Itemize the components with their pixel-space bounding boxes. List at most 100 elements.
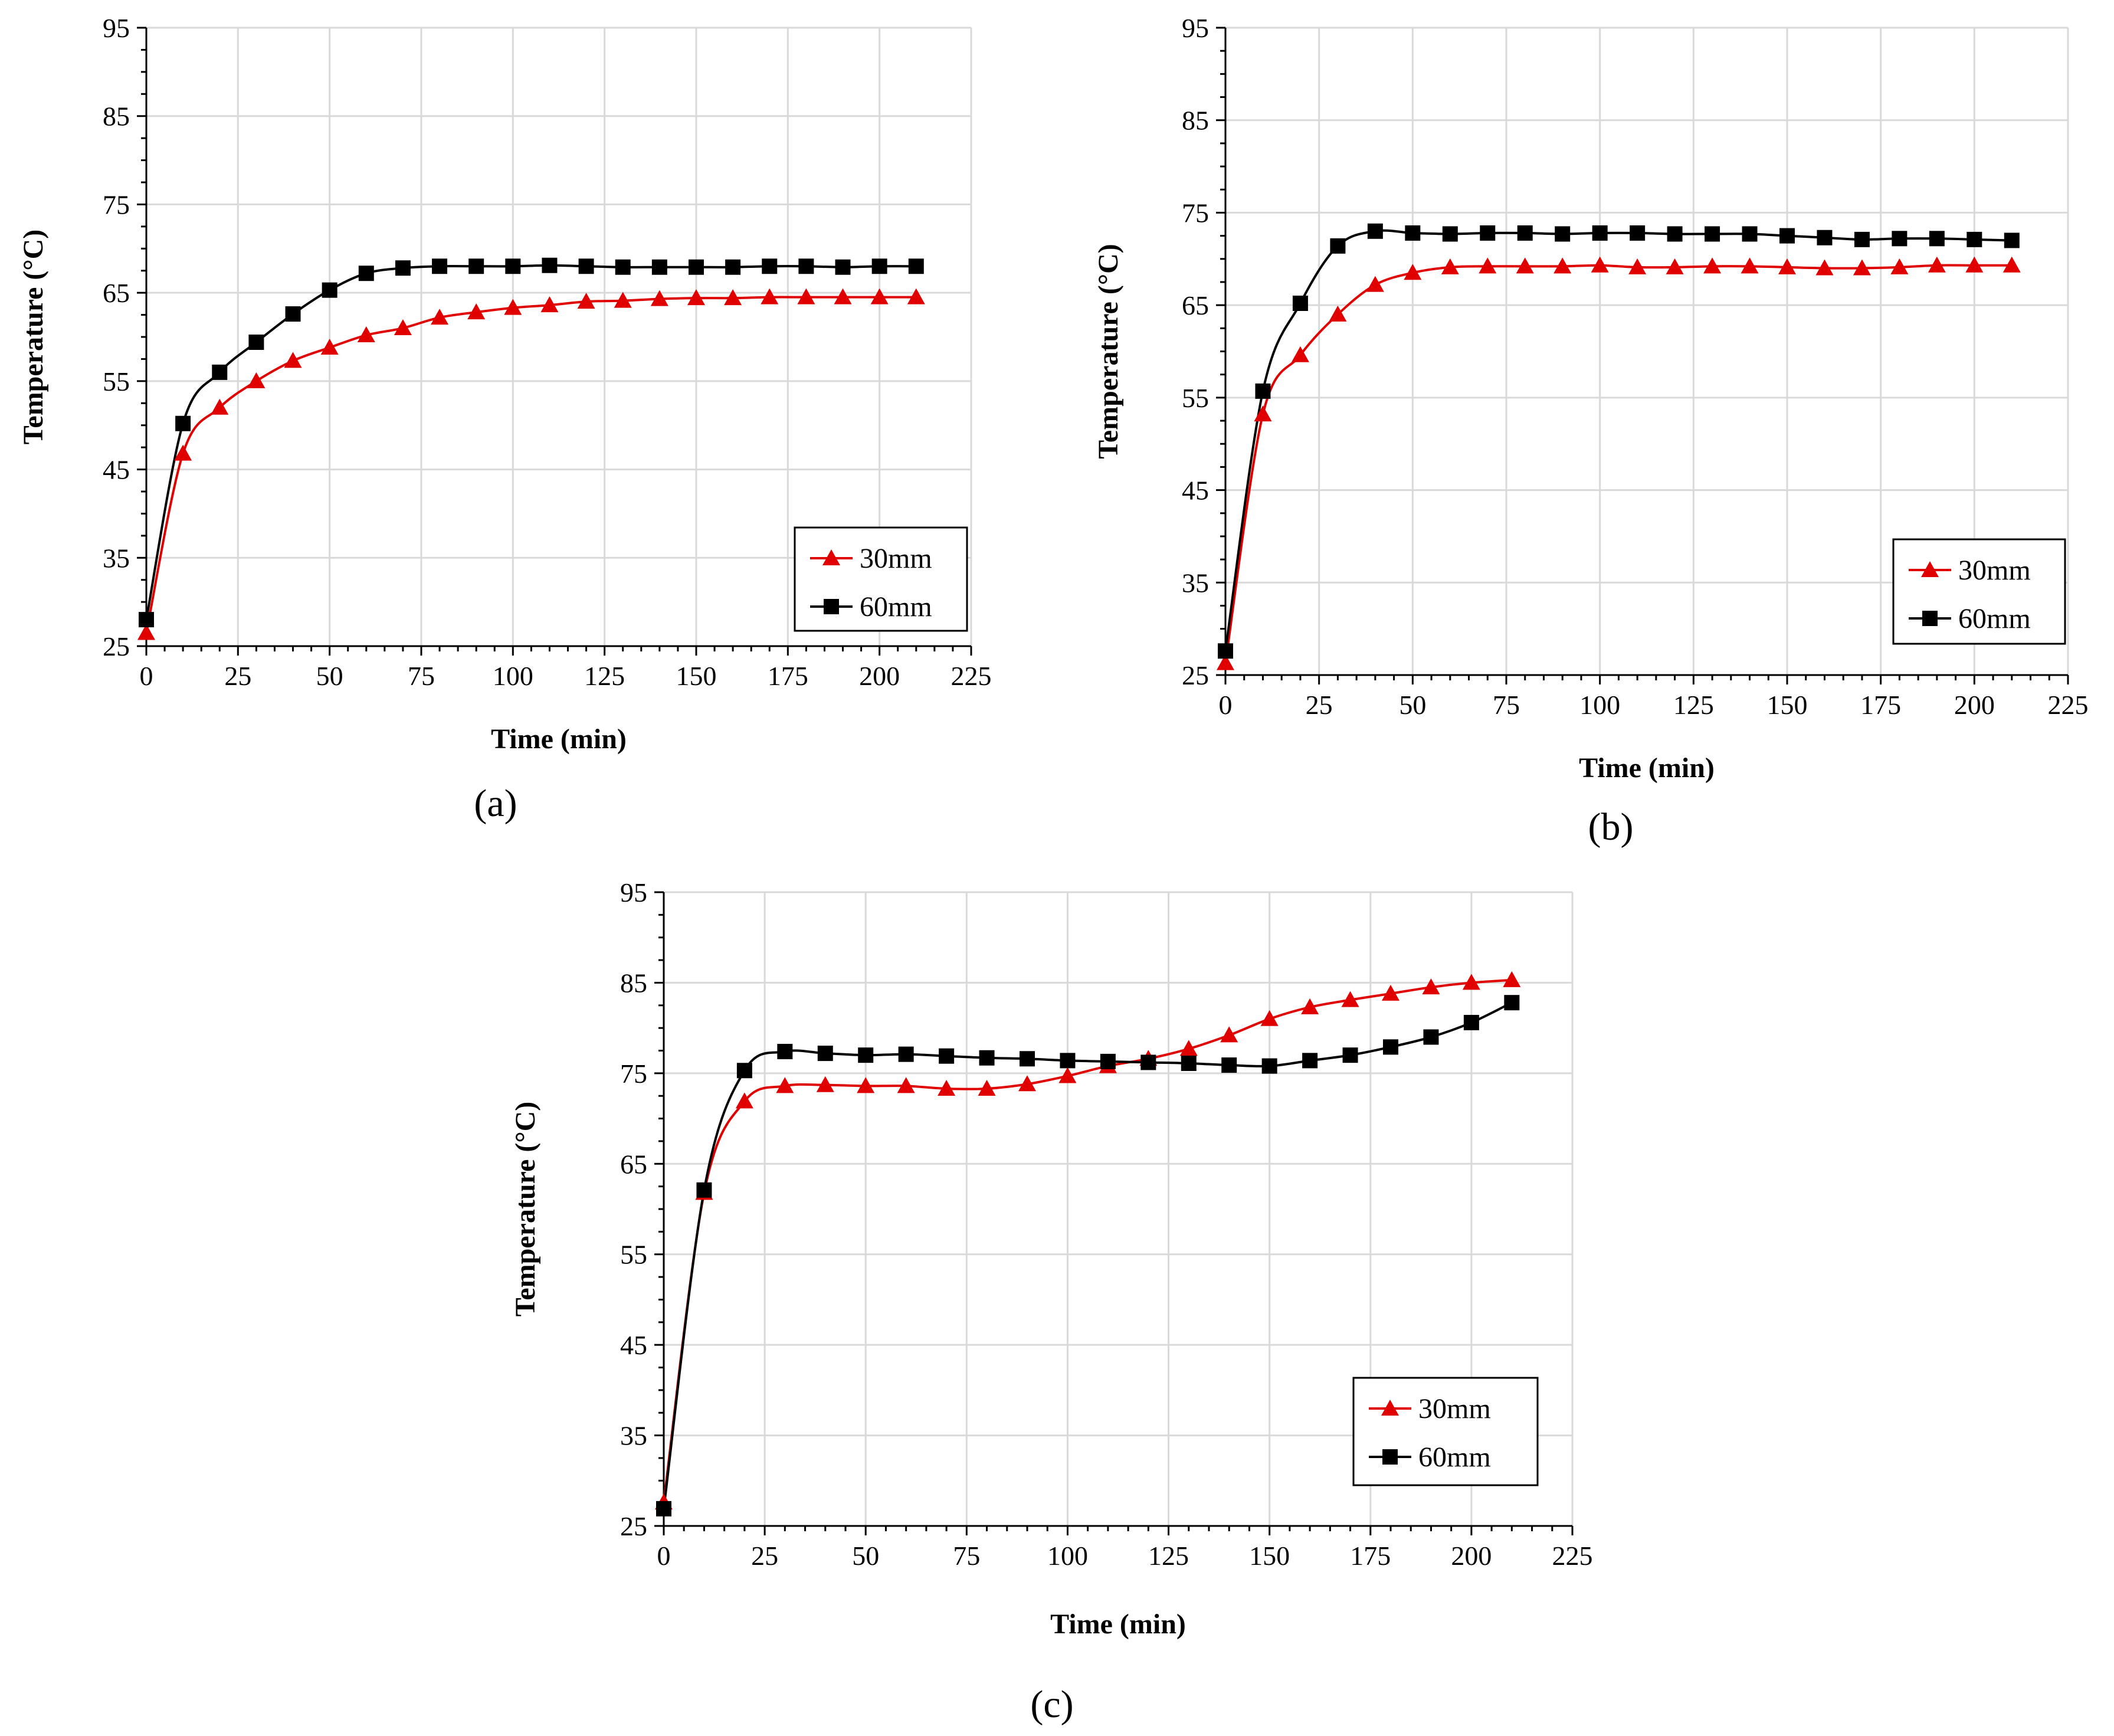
data-point-30mm [1301, 998, 1319, 1014]
data-point-60mm [979, 1050, 995, 1066]
data-point-60mm [1892, 231, 1907, 247]
data-point-30mm [907, 288, 925, 304]
data-point-60mm [1330, 238, 1346, 254]
data-point-30mm [467, 303, 486, 320]
x-tick-label: 150 [676, 661, 717, 691]
x-tick-label: 25 [751, 1541, 778, 1571]
data-point-60mm [798, 258, 814, 274]
x-tick-label: 100 [493, 661, 533, 691]
x-axis-title: Time (min) [491, 723, 627, 755]
data-point-60mm [1592, 225, 1608, 241]
data-point-60mm [908, 258, 924, 274]
data-point-30mm [1741, 257, 1759, 274]
y-tick-label: 85 [620, 968, 647, 998]
legend-marker-30mm [822, 549, 840, 565]
data-point-60mm [736, 1063, 752, 1079]
data-point-60mm [835, 259, 851, 275]
data-point-30mm [174, 444, 192, 461]
data-point-30mm [1366, 276, 1384, 292]
panel-caption: (b) [1588, 805, 1634, 849]
data-point-30mm [735, 1092, 753, 1109]
x-tick-label: 0 [1219, 690, 1233, 720]
data-point-60mm [1667, 226, 1683, 242]
y-tick-label: 55 [620, 1240, 647, 1270]
y-axis-title: Temperature (°C) [18, 230, 49, 444]
data-point-60mm [1504, 995, 1520, 1011]
x-axis-title: Time (min) [1579, 752, 1715, 784]
data-point-60mm [615, 259, 631, 275]
x-axis-title: Time (min) [1050, 1609, 1186, 1640]
data-point-60mm [285, 306, 301, 322]
x-tick-label: 25 [1306, 690, 1333, 720]
data-point-30mm [1553, 257, 1572, 274]
data-point-30mm [1778, 258, 1796, 274]
data-point-30mm [1703, 257, 1722, 274]
x-tick-label: 125 [1148, 1541, 1189, 1571]
y-tick-label: 25 [620, 1511, 647, 1541]
data-point-30mm [2002, 256, 2021, 273]
data-point-30mm [1890, 258, 1909, 274]
data-point-60mm [689, 259, 704, 275]
y-tick-label: 75 [1182, 198, 1209, 228]
data-point-30mm [1965, 256, 1984, 273]
data-point-60mm [1929, 231, 1945, 247]
x-tick-label: 125 [1673, 690, 1714, 720]
data-point-30mm [1404, 264, 1422, 280]
data-point-60mm [898, 1046, 914, 1062]
y-tick-label: 45 [620, 1330, 647, 1360]
data-point-60mm [1255, 383, 1271, 399]
data-point-60mm [505, 258, 521, 274]
data-point-60mm [395, 260, 411, 276]
data-point-60mm [1140, 1054, 1156, 1070]
x-tick-label: 225 [1552, 1541, 1593, 1571]
data-point-60mm [1463, 1014, 1479, 1030]
legend-label-60mm: 60mm [1418, 1442, 1491, 1473]
data-point-30mm [1291, 346, 1309, 362]
data-point-30mm [724, 289, 742, 306]
data-point-60mm [1966, 231, 1982, 247]
data-point-60mm [1817, 230, 1833, 245]
x-tick-label: 175 [1350, 1541, 1391, 1571]
x-tick-label: 50 [852, 1541, 879, 1571]
data-point-60mm [762, 258, 778, 274]
x-tick-label: 125 [584, 661, 625, 691]
x-tick-label: 25 [224, 661, 251, 691]
legend-marker-60mm [824, 599, 839, 614]
data-point-30mm [357, 326, 375, 343]
legend-label-60mm: 60mm [1958, 603, 2031, 634]
x-tick-label: 50 [1399, 690, 1426, 720]
data-point-30mm [1220, 1026, 1238, 1043]
data-point-60mm [1555, 226, 1571, 242]
data-point-30mm [540, 296, 559, 313]
data-point-60mm [656, 1501, 671, 1516]
data-point-60mm [1442, 226, 1458, 242]
data-point-30mm [1422, 978, 1440, 995]
data-point-60mm [1367, 223, 1383, 239]
data-point-30mm [1217, 654, 1234, 670]
y-axis-title: Temperature (°C) [1093, 244, 1124, 458]
y-tick-label: 75 [620, 1059, 647, 1089]
legend-box [794, 526, 968, 632]
data-point-30mm [211, 398, 229, 415]
data-point-60mm [1020, 1051, 1035, 1067]
y-tick-label: 95 [1182, 13, 1209, 43]
x-tick-label: 200 [1954, 690, 1995, 720]
data-point-60mm [542, 257, 558, 273]
data-point-30mm [1815, 259, 1834, 276]
data-point-30mm [1479, 257, 1497, 274]
data-point-30mm [137, 624, 155, 640]
chart-panel-b: 0 25 50 75 100 125 150 175 200 225 25 35 45 55 65 75 85 9… [1093, 13, 2089, 849]
data-point-60mm [1292, 296, 1308, 312]
panel-caption: (a) [474, 782, 517, 825]
y-tick-label: 85 [1182, 106, 1209, 136]
y-tick-label: 95 [620, 877, 647, 908]
data-point-30mm [857, 1077, 875, 1093]
x-tick-label: 75 [1493, 690, 1520, 720]
legend-label-30mm: 30mm [860, 543, 932, 574]
data-point-30mm [577, 293, 595, 309]
data-point-30mm [284, 352, 302, 368]
data-point-30mm [776, 1077, 794, 1093]
data-point-60mm [2004, 232, 2020, 248]
legend-marker-60mm [1922, 611, 1938, 626]
data-point-30mm [504, 299, 522, 315]
